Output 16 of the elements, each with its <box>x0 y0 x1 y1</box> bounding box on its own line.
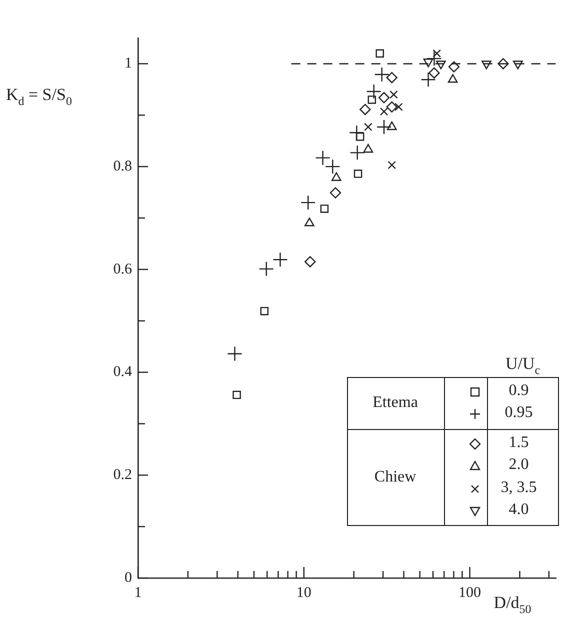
legend-label: 1.5 <box>508 434 530 452</box>
legend-label: 3, 3.5 <box>500 478 538 497</box>
y-tick-label: 1 <box>124 56 132 72</box>
legend-label: 2.0 <box>508 456 530 474</box>
legend-label: 0.95 <box>504 404 534 422</box>
annotation: Ettema <box>372 394 418 412</box>
y-tick-label: 0 <box>124 570 132 586</box>
x-tick-label: 100 <box>458 584 482 601</box>
y-tick-label: 0.6 <box>113 261 132 278</box>
x-tick-label: 10 <box>296 584 312 601</box>
annotation: Chiew <box>374 468 417 486</box>
y-tick-label: 0.8 <box>113 158 132 175</box>
legend-label: 0.9 <box>508 382 530 400</box>
legend-label: 4.0 <box>508 501 530 520</box>
y-tick-label: 0.2 <box>113 467 132 484</box>
y-tick-label: 0.4 <box>113 364 132 380</box>
